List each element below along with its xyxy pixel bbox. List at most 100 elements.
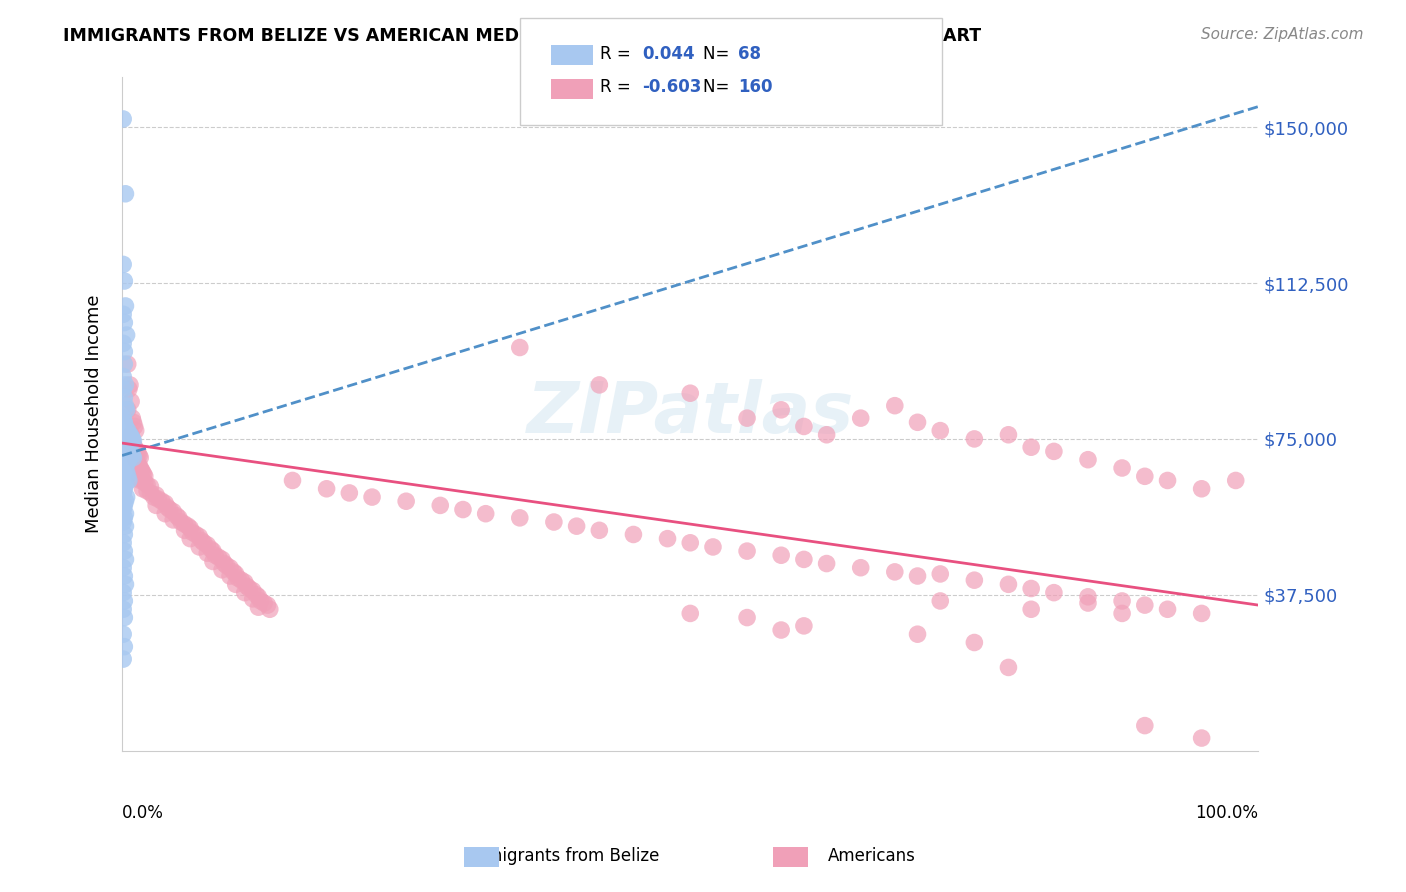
Point: [222, 565, 245, 579]
Point: [162, 505, 184, 519]
Point: [120, 427, 142, 442]
Point: [815, 557, 838, 571]
Point: [114, 378, 136, 392]
Point: [112, 511, 135, 525]
Point: [929, 594, 952, 608]
Point: [115, 438, 138, 452]
Point: [679, 536, 702, 550]
Point: [150, 494, 173, 508]
Point: [112, 112, 135, 126]
Point: [131, 463, 153, 477]
Point: [114, 519, 136, 533]
Point: [247, 600, 270, 615]
Point: [125, 452, 148, 467]
Text: Source: ZipAtlas.com: Source: ZipAtlas.com: [1201, 27, 1364, 42]
Point: [115, 465, 138, 479]
Point: [238, 582, 260, 596]
Point: [118, 432, 141, 446]
Point: [120, 446, 142, 460]
Point: [963, 432, 986, 446]
Text: R =: R =: [600, 78, 637, 96]
Point: [112, 463, 135, 477]
Text: ZIPatlas: ZIPatlas: [527, 379, 853, 449]
Point: [997, 577, 1019, 591]
Point: [124, 419, 146, 434]
Point: [112, 594, 135, 608]
Point: [117, 436, 139, 450]
Point: [155, 507, 177, 521]
Point: [770, 623, 793, 637]
Point: [112, 640, 135, 654]
Point: [114, 507, 136, 521]
Point: [131, 465, 153, 479]
Point: [115, 328, 138, 343]
Point: [1077, 452, 1099, 467]
Point: [132, 467, 155, 482]
Text: Americans: Americans: [828, 847, 915, 865]
Point: [735, 544, 758, 558]
Point: [139, 486, 162, 500]
Point: [883, 565, 905, 579]
Point: [112, 316, 135, 330]
Point: [474, 507, 496, 521]
Point: [226, 571, 249, 585]
Point: [190, 533, 212, 548]
Point: [112, 627, 135, 641]
Point: [112, 307, 135, 321]
Point: [337, 486, 360, 500]
Point: [907, 415, 929, 429]
Point: [1077, 590, 1099, 604]
Point: [657, 532, 679, 546]
Point: [735, 610, 758, 624]
Text: 0.0%: 0.0%: [122, 805, 165, 822]
Point: [735, 411, 758, 425]
Point: [361, 490, 384, 504]
Point: [112, 482, 135, 496]
Point: [115, 490, 138, 504]
Point: [112, 274, 135, 288]
Point: [114, 552, 136, 566]
Point: [114, 477, 136, 491]
Point: [112, 515, 135, 529]
Point: [233, 575, 256, 590]
Point: [256, 598, 278, 612]
Point: [242, 591, 264, 606]
Text: 100.0%: 100.0%: [1195, 805, 1258, 822]
Point: [112, 486, 135, 500]
Point: [1133, 718, 1156, 732]
Point: [245, 588, 267, 602]
Point: [1019, 582, 1042, 596]
Point: [179, 532, 201, 546]
Point: [1191, 482, 1213, 496]
Point: [177, 519, 200, 533]
Point: [136, 477, 159, 491]
Point: [112, 560, 135, 574]
Point: [112, 499, 135, 513]
Point: [793, 552, 815, 566]
Point: [173, 517, 195, 532]
Point: [997, 660, 1019, 674]
Point: [219, 569, 242, 583]
Point: [849, 411, 872, 425]
Point: [112, 544, 135, 558]
Text: 160: 160: [738, 78, 773, 96]
Point: [114, 399, 136, 413]
Point: [1156, 602, 1178, 616]
Point: [122, 434, 145, 448]
Text: N=: N=: [703, 78, 734, 96]
Point: [259, 602, 281, 616]
Point: [112, 415, 135, 429]
Point: [509, 511, 531, 525]
Point: [131, 482, 153, 496]
Point: [793, 419, 815, 434]
Point: [249, 594, 271, 608]
Text: -0.603: -0.603: [643, 78, 702, 96]
Point: [129, 461, 152, 475]
Point: [907, 569, 929, 583]
Point: [451, 502, 474, 516]
Point: [679, 386, 702, 401]
Point: [114, 577, 136, 591]
Point: [125, 455, 148, 469]
Point: [543, 515, 565, 529]
Point: [815, 427, 838, 442]
